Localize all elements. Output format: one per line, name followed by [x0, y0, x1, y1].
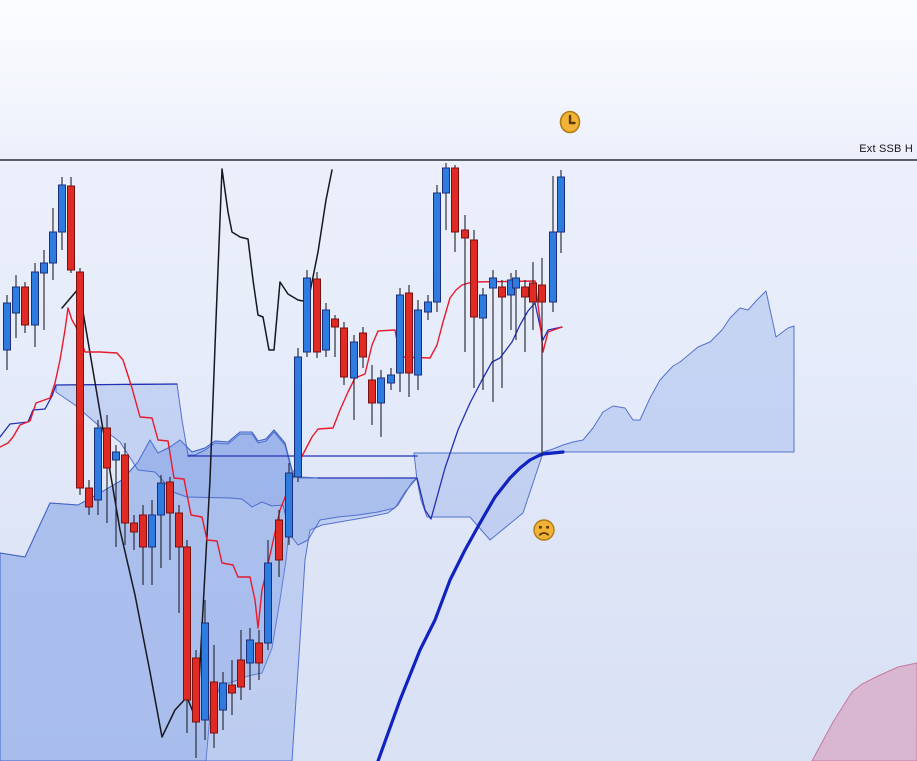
price-close-line [61, 168, 333, 738]
candle-bear [175, 505, 183, 613]
candle-bull [322, 303, 330, 357]
candle-bear [451, 165, 459, 252]
candle-bull [549, 176, 557, 312]
candle-bear [405, 285, 413, 397]
candle-bear [237, 630, 245, 700]
candle-bull [112, 445, 120, 547]
candle-bull [489, 270, 497, 402]
candle-bull [433, 185, 441, 312]
candle-bear [121, 443, 129, 545]
candle-bear [275, 510, 283, 577]
tenkan-line [0, 280, 563, 629]
candle-bull [58, 177, 66, 250]
candle-bear [130, 515, 138, 550]
candle-bear [368, 365, 376, 425]
candle-bear [538, 258, 546, 455]
candle-bull [201, 600, 209, 740]
candle-bull [414, 300, 422, 390]
candle-bull [148, 500, 156, 585]
candle-bull [94, 420, 102, 515]
kijun-line-right [317, 302, 563, 520]
kijun-line-left [0, 383, 178, 438]
candle-bull [12, 275, 20, 338]
ext-ssb-label: Ext SSB H [859, 143, 913, 155]
candle-bull [377, 370, 385, 437]
candle-bull [387, 368, 395, 390]
candle-bull [424, 295, 432, 320]
candle-bull [3, 295, 11, 370]
candle-bull [264, 540, 272, 650]
kumo-cloud-future-dip [413, 452, 544, 541]
candle-bull [285, 463, 293, 545]
candle-bear [359, 327, 367, 368]
candle-bull [40, 250, 48, 330]
candle-bull [512, 270, 520, 340]
candle-bull [219, 672, 227, 730]
candle-bull [49, 208, 57, 280]
candle-bull [246, 628, 254, 690]
candle-bear [85, 480, 93, 515]
candle-bear [192, 650, 200, 758]
candle-bear [470, 230, 478, 388]
candle-bull [157, 475, 165, 568]
candle-bear [210, 645, 218, 748]
kumo-cloud-left-main [0, 429, 418, 761]
candle-bear [166, 477, 174, 560]
candle-bear [228, 660, 236, 715]
candle-bear [103, 415, 111, 523]
candle-bull [442, 163, 450, 230]
candle-bear [529, 262, 537, 330]
candle-bear [521, 280, 529, 352]
candle-bull [557, 170, 565, 253]
pink-cloud-corner [811, 662, 917, 761]
candle-bear [139, 505, 147, 585]
candle-bear [67, 177, 75, 273]
candle-bear [255, 630, 263, 680]
candle-bear [21, 282, 29, 333]
candle-bear [461, 215, 469, 352]
candle-bear [331, 315, 339, 357]
candle-bear [498, 280, 506, 388]
candle-bear [76, 268, 84, 495]
candle-bull [350, 335, 358, 420]
candle-bull [396, 288, 404, 392]
candle-bull [294, 348, 302, 482]
kumo-cloud-future-rise [542, 290, 795, 453]
candle-bear [183, 540, 191, 733]
candle-bull [303, 270, 311, 357]
clock-icon[interactable] [559, 110, 581, 134]
candle-bear [313, 272, 321, 358]
candle-bear [340, 322, 348, 385]
candle-bull [31, 263, 39, 347]
sad-face-icon[interactable] [533, 519, 555, 541]
candle-bull [479, 288, 487, 390]
htf-baseline-thick [376, 450, 565, 761]
